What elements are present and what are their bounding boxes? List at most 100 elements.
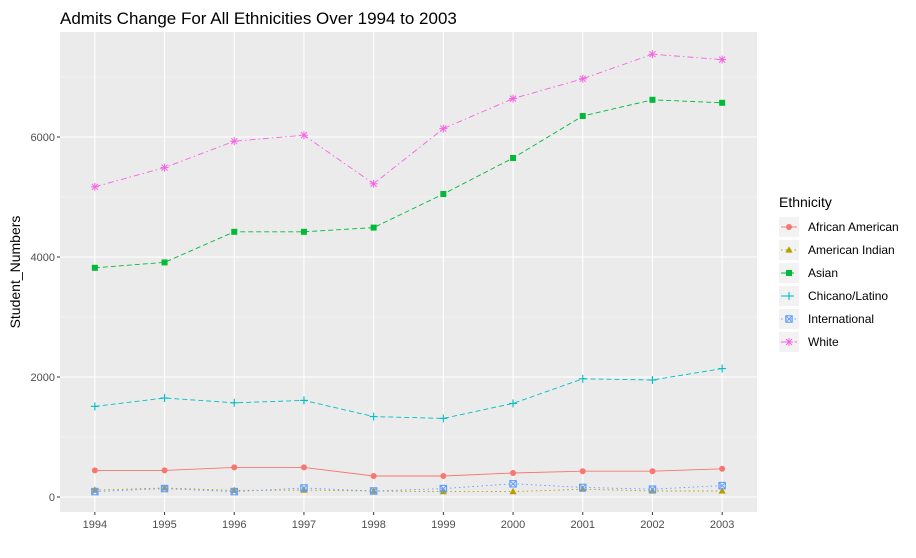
x-tick-label: 1997 — [292, 519, 316, 531]
data-point-african-american — [161, 467, 168, 474]
data-point-african-american — [91, 467, 98, 474]
series-line-white — [94, 53, 723, 188]
series-african-american — [91, 464, 726, 479]
data-point-asian — [370, 224, 377, 231]
series-white — [90, 50, 727, 191]
legend-item-american-indian: American Indian — [779, 240, 895, 260]
x-tick-label: 1996 — [222, 519, 246, 531]
x-tick-label: 1995 — [152, 519, 176, 531]
legend-item-white: White — [779, 332, 839, 352]
data-point-chicano-latino — [230, 398, 239, 407]
x-tick-label: 1998 — [361, 519, 385, 531]
legend-title: Ethnicity — [779, 194, 832, 210]
data-point-asian — [510, 155, 517, 161]
y-tick-label: 0 — [49, 492, 55, 504]
data-point-american-indian — [718, 487, 726, 494]
legend-key-marker — [785, 315, 793, 323]
data-point-international — [718, 481, 726, 490]
legend-key-marker — [785, 292, 793, 300]
series-line-american-indian — [94, 487, 723, 493]
data-point-white — [160, 163, 169, 172]
data-point-asian — [440, 191, 447, 197]
y-tick-label: 2000 — [31, 372, 55, 384]
legend-item-african-american: African American — [779, 217, 899, 237]
axis-ticks: 0 2000 4000 6000 1994 1995 1996 1997 1998 1999 200… — [31, 132, 735, 531]
minor-grid — [60, 76, 757, 438]
x-tick-label: 2002 — [640, 519, 664, 531]
data-point-asian — [579, 113, 586, 119]
data-point-chicano-latino — [90, 402, 99, 411]
data-point-international — [439, 484, 448, 493]
data-point-chicano-latino — [439, 414, 448, 423]
data-point-african-american — [510, 470, 517, 476]
data-point-chicano-latino — [718, 364, 727, 373]
data-point-white — [509, 94, 518, 103]
data-point-international — [369, 487, 378, 495]
data-point-american-indian — [509, 487, 517, 495]
series-international — [91, 480, 726, 496]
legend: African American American Indian Asian Chic… — [779, 217, 899, 352]
series-chicano-latino — [90, 364, 727, 423]
data-point-asian — [719, 99, 726, 106]
x-tick-label: 2001 — [571, 519, 595, 531]
data-point-international — [160, 484, 169, 493]
series-line-international — [94, 483, 723, 493]
data-point-chicano-latino — [160, 394, 169, 402]
data-point-white — [439, 124, 448, 133]
data-point-african-american — [579, 468, 586, 475]
data-point-international — [578, 483, 587, 492]
legend-label: Chicano/Latino — [808, 289, 888, 303]
data-point-chicano-latino — [509, 399, 518, 408]
series-layer — [90, 50, 727, 496]
data-point-white — [299, 131, 308, 140]
legend-label: International — [808, 312, 874, 326]
legend-item-chicano-latino: Chicano/Latino — [779, 286, 888, 306]
legend-item-international: International — [779, 309, 874, 329]
major-grid — [60, 32, 757, 512]
data-point-white — [230, 137, 239, 146]
legend-key-marker — [786, 224, 792, 230]
data-point-african-american — [300, 464, 307, 471]
series-line-chicano-latino — [94, 368, 723, 419]
series-line-asian — [94, 99, 723, 269]
chart-title: Admits Change For All Ethnicities Over 1… — [60, 9, 457, 28]
data-point-white — [578, 74, 587, 83]
legend-label: American Indian — [808, 243, 895, 257]
x-tick-label: 2003 — [710, 519, 734, 531]
data-point-african-american — [649, 468, 656, 475]
data-point-chicano-latino — [648, 376, 657, 384]
data-point-white — [648, 50, 657, 59]
data-point-asian — [161, 259, 168, 266]
series-line-african-american — [94, 466, 723, 477]
data-point-african-american — [440, 473, 447, 479]
legend-label: African American — [808, 220, 899, 234]
data-point-international — [91, 487, 99, 496]
data-point-american-indian — [230, 486, 238, 493]
y-tick-label: 4000 — [31, 252, 55, 264]
x-tick-label: 2000 — [501, 519, 525, 531]
data-point-chicano-latino — [369, 412, 378, 421]
series-asian — [91, 96, 726, 271]
data-point-african-american — [719, 465, 726, 472]
data-point-african-american — [370, 473, 377, 479]
data-point-asian — [300, 228, 307, 235]
plot-panel — [60, 32, 757, 512]
y-tick-label: 6000 — [31, 132, 55, 144]
legend-key-marker — [785, 246, 793, 253]
data-point-asian — [91, 264, 98, 271]
x-tick-label: 1994 — [83, 519, 107, 531]
legend-label: White — [808, 335, 839, 349]
x-tick-label: 1999 — [431, 519, 455, 531]
data-point-international — [230, 487, 239, 496]
data-point-white — [369, 179, 378, 188]
legend-item-asian: Asian — [779, 263, 838, 283]
data-point-white — [718, 55, 727, 64]
data-point-asian — [231, 228, 238, 235]
legend-key-marker — [785, 338, 793, 346]
data-point-asian — [649, 96, 656, 103]
legend-label: Asian — [808, 266, 838, 280]
data-point-international — [300, 484, 308, 492]
y-axis-title: Student_Numbers — [7, 216, 23, 329]
